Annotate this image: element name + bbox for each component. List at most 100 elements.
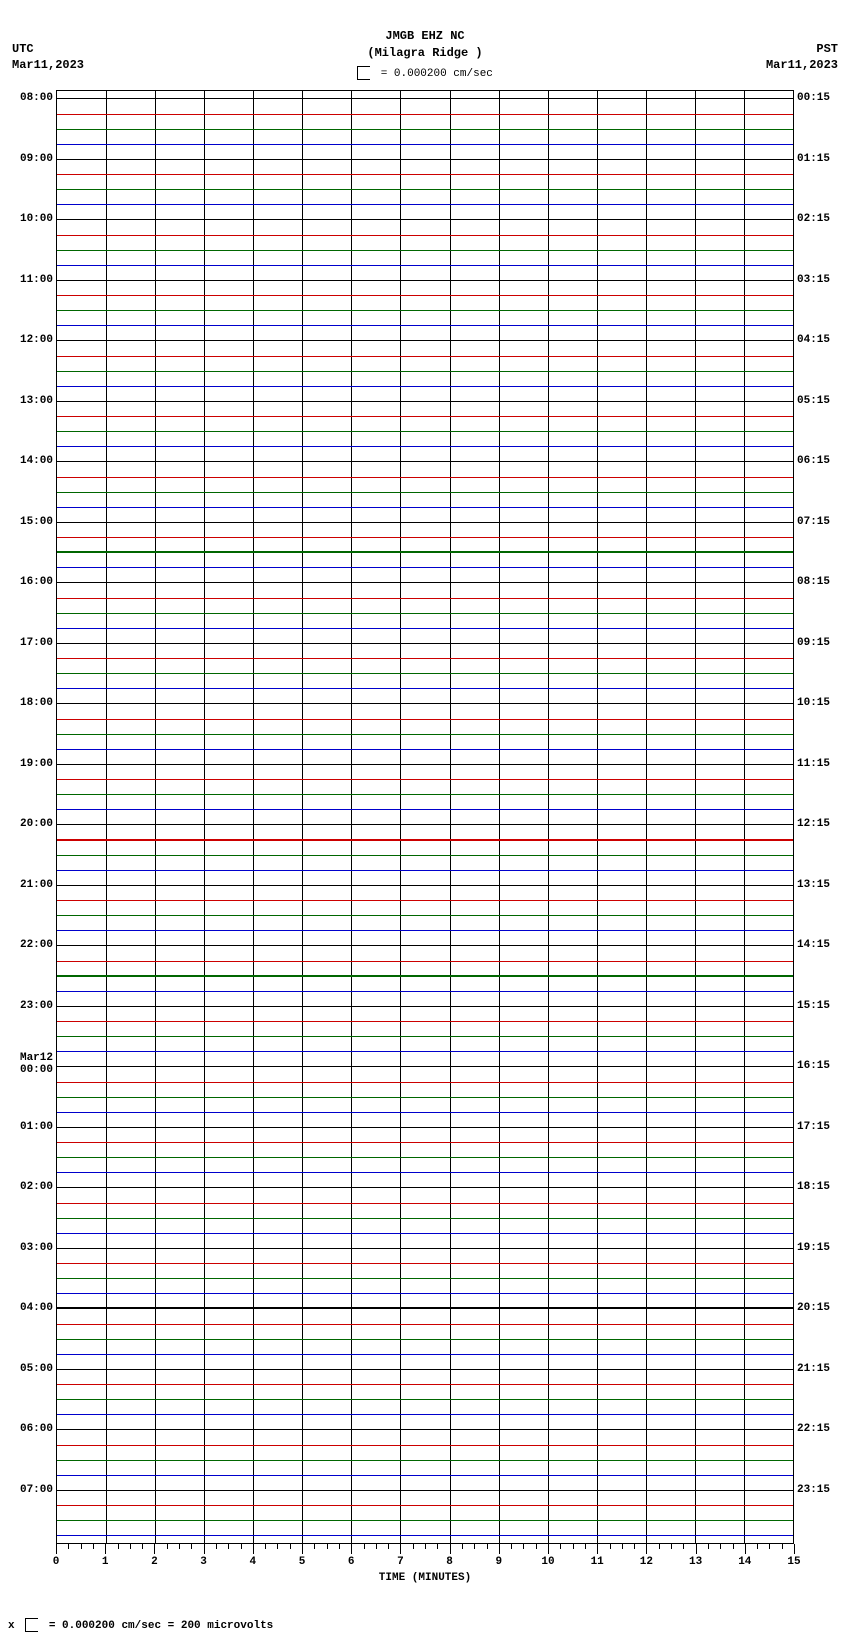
trace-row bbox=[57, 1407, 793, 1422]
trace-row bbox=[57, 1286, 793, 1301]
scale-bar-icon bbox=[357, 66, 370, 80]
xtick-label: 3 bbox=[200, 1556, 207, 1568]
trace-row bbox=[57, 1074, 793, 1089]
trace-row bbox=[57, 1422, 793, 1437]
xtick-minor bbox=[93, 1544, 94, 1549]
trace-row bbox=[57, 257, 793, 272]
trace-row bbox=[57, 560, 793, 575]
x-axis: TIME (MINUTES) 0123456789101112131415 bbox=[56, 1544, 794, 1594]
trace-row bbox=[57, 908, 793, 923]
pst-time-label: 08:15 bbox=[797, 576, 830, 588]
trace-row bbox=[57, 106, 793, 121]
trace-row bbox=[57, 1240, 793, 1255]
trace-row bbox=[57, 983, 793, 998]
scale-indicator: = 0.000200 cm/sec bbox=[357, 66, 493, 82]
pst-time-label: 00:15 bbox=[797, 92, 830, 104]
trace-row bbox=[57, 303, 793, 318]
pst-time-label: 16:15 bbox=[797, 1060, 830, 1072]
xtick-minor bbox=[265, 1544, 266, 1549]
xtick-minor bbox=[708, 1544, 709, 1549]
xtick-minor bbox=[487, 1544, 488, 1549]
trace-row bbox=[57, 847, 793, 862]
trace-row bbox=[57, 167, 793, 182]
xtick-major bbox=[499, 1544, 500, 1554]
trace-row bbox=[57, 439, 793, 454]
trace-row bbox=[57, 272, 793, 287]
xtick-label: 12 bbox=[640, 1556, 653, 1568]
trace-row bbox=[57, 1482, 793, 1497]
xtick-major bbox=[204, 1544, 205, 1554]
trace-row bbox=[57, 378, 793, 393]
xtick-minor bbox=[462, 1544, 463, 1549]
xtick-minor bbox=[364, 1544, 365, 1549]
pst-time-label: 12:15 bbox=[797, 818, 830, 830]
trace-row bbox=[57, 817, 793, 832]
trace-row bbox=[57, 1437, 793, 1452]
xtick-minor bbox=[585, 1544, 586, 1549]
trace-row bbox=[57, 711, 793, 726]
trace-row bbox=[57, 91, 793, 106]
trace-row bbox=[57, 651, 793, 666]
pst-time-label: 03:15 bbox=[797, 274, 830, 286]
trace-row bbox=[57, 227, 793, 242]
trace-row bbox=[57, 1498, 793, 1513]
utc-time-label: 22:00 bbox=[20, 939, 53, 951]
footer-scale: x = 0.000200 cm/sec = 200 microvolts bbox=[8, 1618, 850, 1632]
tz-right-tz: PST bbox=[766, 42, 838, 58]
utc-time-label: 17:00 bbox=[20, 637, 53, 649]
trace-row bbox=[57, 635, 793, 650]
trace-row bbox=[57, 832, 793, 847]
trace-row bbox=[57, 1467, 793, 1482]
trace-row bbox=[57, 1361, 793, 1376]
xtick-minor bbox=[573, 1544, 574, 1549]
trace-row bbox=[57, 348, 793, 363]
trace-row bbox=[57, 590, 793, 605]
xtick-minor bbox=[179, 1544, 180, 1549]
trace-row bbox=[57, 197, 793, 212]
trace-row bbox=[57, 288, 793, 303]
trace-row bbox=[57, 484, 793, 499]
trace-row bbox=[57, 953, 793, 968]
utc-time-label: 02:00 bbox=[20, 1181, 53, 1193]
xtick-label: 5 bbox=[299, 1556, 306, 1568]
xtick-minor bbox=[769, 1544, 770, 1549]
xtick-minor bbox=[216, 1544, 217, 1549]
xtick-major bbox=[745, 1544, 746, 1554]
trace-row bbox=[57, 1225, 793, 1240]
footer-scale-bar-icon bbox=[25, 1618, 38, 1632]
xtick-label: 0 bbox=[53, 1556, 60, 1568]
utc-time-label: 06:00 bbox=[20, 1423, 53, 1435]
pst-time-label: 02:15 bbox=[797, 213, 830, 225]
trace-row bbox=[57, 1135, 793, 1150]
pst-time-label: 19:15 bbox=[797, 1242, 830, 1254]
xtick-major bbox=[696, 1544, 697, 1554]
pst-time-label: 18:15 bbox=[797, 1181, 830, 1193]
trace-row bbox=[57, 998, 793, 1013]
xtick-major bbox=[646, 1544, 647, 1554]
trace-row bbox=[57, 923, 793, 938]
xtick-minor bbox=[413, 1544, 414, 1549]
trace-row bbox=[57, 1301, 793, 1316]
trace-row bbox=[57, 545, 793, 560]
xtick-major bbox=[450, 1544, 451, 1554]
tz-right-date: Mar11,2023 bbox=[766, 58, 838, 74]
trace-row bbox=[57, 409, 793, 424]
trace-row bbox=[57, 1331, 793, 1346]
trace-row bbox=[57, 393, 793, 408]
tz-left-tz: UTC bbox=[12, 42, 84, 58]
trace-row bbox=[57, 1119, 793, 1134]
trace-row bbox=[57, 454, 793, 469]
xtick-minor bbox=[474, 1544, 475, 1549]
trace-row bbox=[57, 605, 793, 620]
trace-row bbox=[57, 877, 793, 892]
xtick-minor bbox=[81, 1544, 82, 1549]
footer-text: = 0.000200 cm/sec = 200 microvolts bbox=[49, 1620, 273, 1632]
trace-row bbox=[57, 1271, 793, 1286]
xtick-minor bbox=[314, 1544, 315, 1549]
trace-row bbox=[57, 514, 793, 529]
utc-time-label: 13:00 bbox=[20, 395, 53, 407]
trace-row bbox=[57, 862, 793, 877]
utc-time-label: 14:00 bbox=[20, 455, 53, 467]
trace-row bbox=[57, 242, 793, 257]
trace-row bbox=[57, 1316, 793, 1331]
